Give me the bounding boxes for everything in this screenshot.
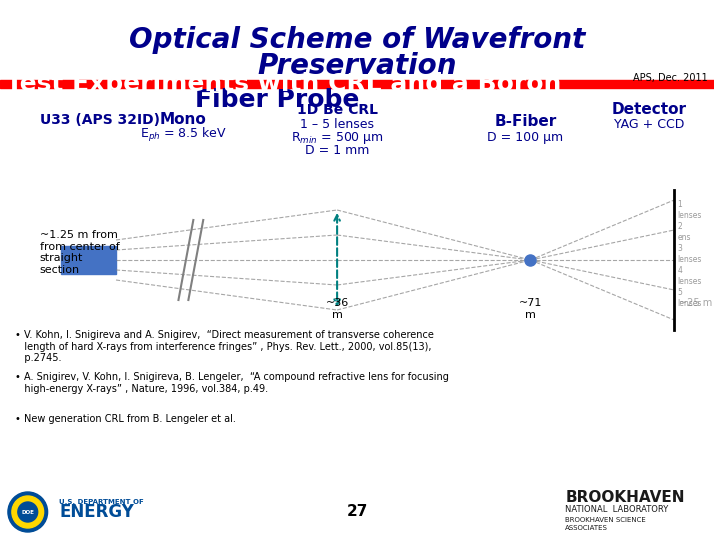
Text: YAG + CCD: YAG + CCD — [614, 118, 685, 132]
Text: D = 1 mm: D = 1 mm — [305, 145, 369, 158]
Text: 1D Be CRL: 1D Be CRL — [297, 103, 377, 117]
Text: Optical Scheme of Wavefront: Optical Scheme of Wavefront — [129, 26, 585, 54]
Text: Detector: Detector — [612, 103, 687, 118]
Text: ENERGY: ENERGY — [60, 503, 135, 521]
Text: R$_{min}$ = 500 μm: R$_{min}$ = 500 μm — [291, 130, 384, 146]
Text: Test Experiments with CRL and a Boron: Test Experiments with CRL and a Boron — [6, 72, 562, 96]
Text: 2
ens: 2 ens — [678, 222, 690, 242]
Text: 4
lenses: 4 lenses — [678, 266, 701, 286]
Circle shape — [18, 502, 37, 522]
Bar — [61, 246, 116, 274]
Text: DOE: DOE — [22, 510, 34, 515]
Text: • New generation CRL from B. Lengeler et al.: • New generation CRL from B. Lengeler et… — [15, 414, 235, 424]
Text: ASSOCIATES: ASSOCIATES — [565, 525, 608, 531]
Text: APS, Dec. 2011: APS, Dec. 2011 — [633, 73, 708, 83]
Text: ~1.25 m from
from center of
straight
section: ~1.25 m from from center of straight sec… — [40, 230, 120, 275]
Text: • A. Snigirev, V. Kohn, I. Snigireva, B. Lengeler,  “A compound refractive lens : • A. Snigirev, V. Kohn, I. Snigireva, B.… — [15, 372, 449, 394]
Text: Preservation: Preservation — [257, 52, 456, 80]
Text: Mono: Mono — [160, 112, 207, 127]
Text: 5
lenses: 5 lenses — [678, 288, 701, 308]
Text: ~25 m: ~25 m — [679, 298, 712, 308]
Text: 1
lenses: 1 lenses — [678, 200, 701, 220]
Text: 3
lenses: 3 lenses — [678, 244, 701, 264]
Text: B-Fiber: B-Fiber — [495, 114, 557, 130]
Text: U33 (APS 32ID): U33 (APS 32ID) — [40, 113, 160, 127]
Text: 27: 27 — [346, 504, 368, 519]
Text: ~71
m: ~71 m — [519, 298, 542, 320]
Bar — [0, 80, 714, 88]
Text: ~36
m: ~36 m — [325, 298, 348, 320]
Text: 1 – 5 lenses: 1 – 5 lenses — [300, 118, 374, 132]
Text: Fiber Probe: Fiber Probe — [195, 88, 360, 112]
Circle shape — [12, 496, 44, 528]
Text: BROOKHAVEN SCIENCE: BROOKHAVEN SCIENCE — [565, 517, 646, 523]
Text: D = 100 μm: D = 100 μm — [487, 131, 564, 144]
Circle shape — [8, 492, 48, 532]
Text: • V. Kohn, I. Snigireva and A. Snigirev,  “Direct measurement of transverse cohe: • V. Kohn, I. Snigireva and A. Snigirev,… — [15, 330, 433, 363]
Text: BROOKHAVEN: BROOKHAVEN — [565, 490, 685, 505]
Text: NATIONAL  LABORATORY: NATIONAL LABORATORY — [565, 505, 668, 515]
Text: E$_{ph}$ = 8.5 keV: E$_{ph}$ = 8.5 keV — [140, 126, 227, 144]
Text: U.S. DEPARTMENT OF: U.S. DEPARTMENT OF — [60, 499, 144, 505]
